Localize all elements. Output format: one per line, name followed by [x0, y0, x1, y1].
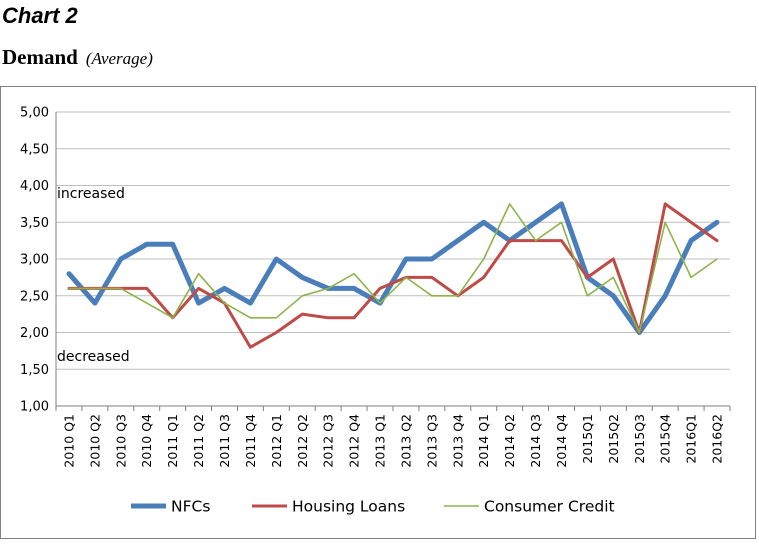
chart-title: Demand	[2, 45, 78, 69]
series-line-consumer-credit	[68, 203, 718, 334]
x-tick-label: 2011 Q2	[191, 414, 206, 468]
x-tick-label: 2011 Q3	[217, 414, 232, 468]
axes	[55, 112, 731, 411]
x-tick-label: 2015Q4	[658, 414, 673, 464]
x-tick-label: 2015Q1	[580, 414, 595, 464]
legend-label-housing-loans: Housing Loans	[292, 498, 405, 516]
y-tick-label: 4,00	[20, 179, 49, 194]
x-tick-label: 2012 Q1	[269, 414, 284, 468]
x-tick-label: 2016Q2	[710, 414, 725, 464]
y-tick-label: 5,00	[20, 106, 49, 121]
x-tick-label: 2013 Q4	[450, 414, 465, 468]
y-tick-label: 2,50	[20, 289, 49, 304]
legend-label-nfcs: NFCs	[171, 498, 210, 516]
x-tick-label: 2016Q1	[684, 414, 699, 464]
x-tick-label: 2010 Q3	[113, 414, 128, 468]
x-tick-label: 2011 Q1	[165, 414, 180, 468]
x-tick-label: 2014 Q4	[554, 414, 569, 468]
x-tick-label: 2013 Q3	[424, 414, 439, 468]
y-tick-label: 2,00	[20, 326, 49, 341]
y-tick-label: 3,00	[20, 253, 49, 268]
chart-subtitle: (Average)	[85, 49, 153, 68]
tick-labels: 1,00 1,50 2,00 2,50 3,00 3,50 4,00 4,50 5,00 2010…	[20, 106, 724, 468]
chart-frame: 1,00 1,50 2,00 2,50 3,00 3,50 4,00 4,50 5,00 2010…	[0, 86, 756, 539]
x-tick-label: 2011 Q4	[243, 414, 258, 468]
annotation-label: decreased	[57, 349, 130, 365]
legend: NFCs Housing Loans Consumer Credit	[131, 498, 615, 516]
x-tick-label: 2012 Q4	[347, 414, 362, 468]
x-tick-label: 2014 Q1	[476, 414, 491, 468]
y-tick-label: 1,00	[20, 400, 49, 415]
x-tick-label: 2010 Q4	[139, 414, 154, 468]
series-lines	[66, 201, 720, 349]
annotation-label: increased	[57, 186, 125, 202]
x-tick-label: 2010 Q1	[61, 414, 76, 468]
y-tick-label: 1,50	[20, 363, 49, 378]
y-tick-label: 4,50	[20, 142, 49, 157]
x-tick-label: 2015Q3	[632, 414, 647, 464]
gridlines	[56, 111, 730, 370]
chart-title-row: Demand (Average)	[2, 45, 153, 70]
x-tick-label: 2013 Q2	[398, 414, 413, 468]
x-tick-label: 2012 Q2	[295, 414, 310, 468]
x-tick-label: 2014 Q2	[502, 414, 517, 468]
x-tick-label: 2013 Q1	[373, 414, 388, 468]
series-line-housing-loans	[67, 202, 719, 349]
chart-heading: Chart 2	[2, 3, 78, 28]
x-tick-label: 2010 Q2	[87, 414, 102, 468]
y-tick-label: 3,50	[20, 216, 49, 231]
legend-label-consumer-credit: Consumer Credit	[484, 498, 615, 516]
line-chart: 1,00 1,50 2,00 2,50 3,00 3,50 4,00 4,50 5,00 2010…	[20, 106, 731, 516]
annotations: increased decreased	[57, 186, 130, 365]
series-line-nfcs	[66, 201, 720, 335]
x-tick-label: 2012 Q3	[321, 414, 336, 468]
x-tick-label: 2014 Q3	[528, 414, 543, 468]
x-tick-label: 2015Q2	[606, 414, 621, 464]
